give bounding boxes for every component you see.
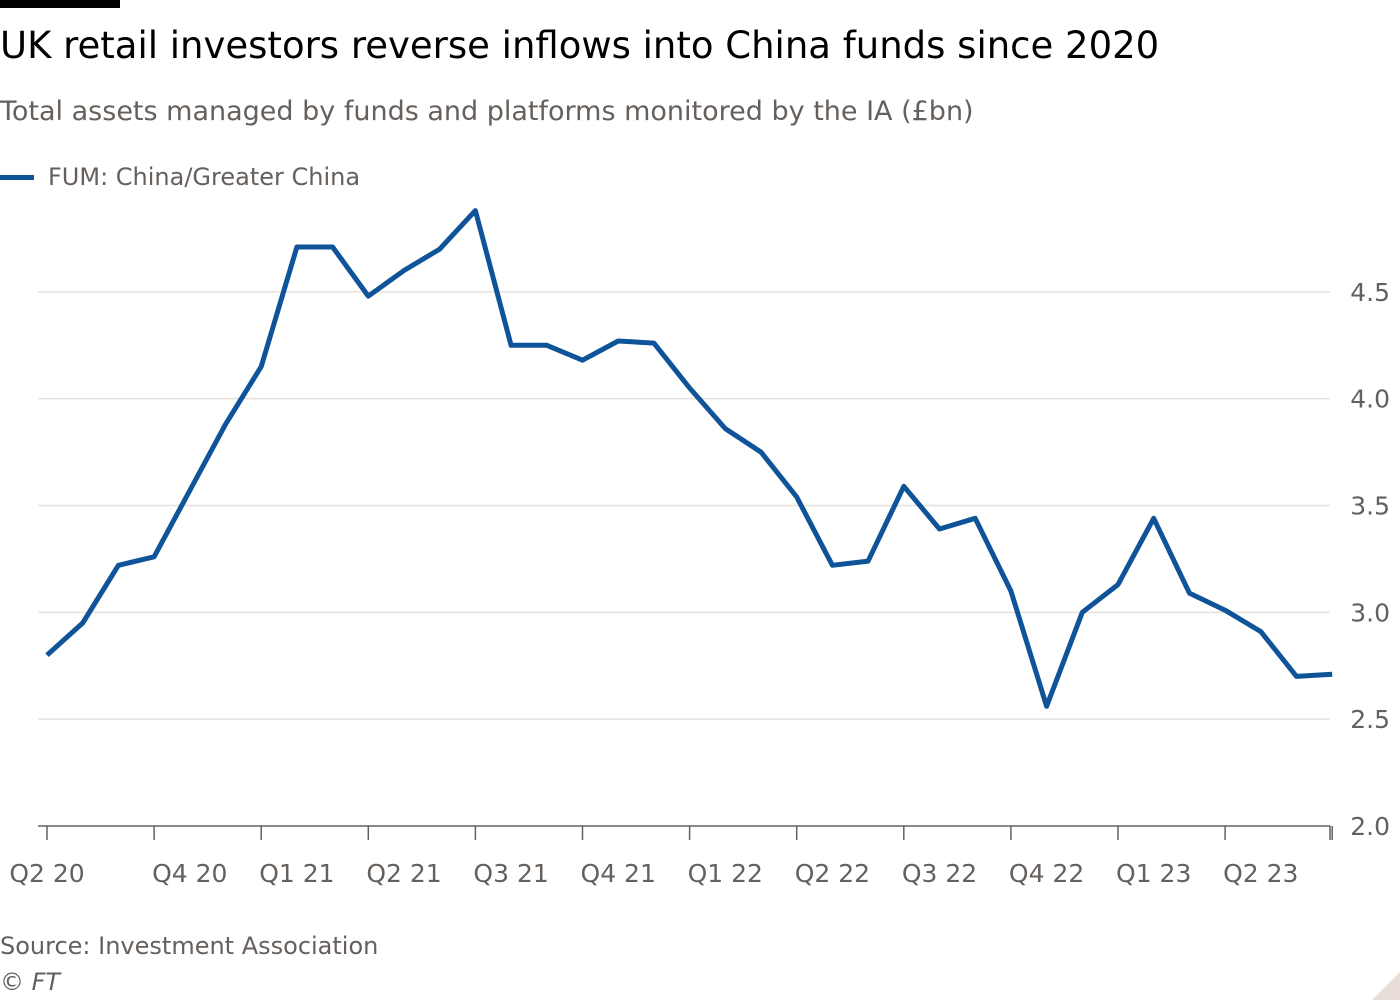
x-tick-label: Q2 22 (795, 859, 870, 888)
corner-mark (1372, 972, 1400, 1000)
chart-subtitle: Total assets managed by funds and platfo… (0, 96, 974, 127)
y-tick-label: 2.0 (1350, 812, 1390, 841)
x-tick-label: Q3 22 (902, 859, 977, 888)
x-tick-label: Q4 21 (581, 859, 656, 888)
x-tick-label: Q1 22 (688, 859, 763, 888)
top-accent-bar (0, 0, 120, 8)
x-tick-label: Q2 23 (1223, 859, 1298, 888)
x-tick-label: Q4 22 (1009, 859, 1084, 888)
series-line (45, 208, 1333, 709)
copyright-credit: © FT (0, 968, 61, 996)
x-tick-label: Q2 20 (9, 859, 84, 888)
x-tick-label: Q4 20 (152, 859, 227, 888)
legend: FUM: China/Greater China (0, 160, 360, 194)
y-tick-label: 3.0 (1350, 598, 1390, 627)
legend-swatch (0, 174, 34, 180)
y-tick-label: 4.0 (1350, 385, 1390, 414)
x-tick-label: Q3 21 (473, 859, 548, 888)
source-note: Source: Investment Association (0, 932, 379, 960)
y-tick-label: 3.5 (1350, 492, 1390, 521)
line-chart: 2.0 2.5 3.0 3.5 4.0 4.5 Q2 20 Q4 20 Q1 21 Q2 21 Q3… (9, 208, 1390, 888)
x-tick-label: Q1 21 (259, 859, 334, 888)
x-tick-label: Q2 21 (366, 859, 441, 888)
legend-label: FUM: China/Greater China (48, 163, 361, 191)
x-tick-label: Q1 23 (1116, 859, 1191, 888)
y-tick-label: 2.5 (1350, 705, 1390, 734)
y-tick-label: 4.5 (1350, 278, 1390, 307)
chart-title: UK retail investors reverse inflows into… (0, 24, 1160, 67)
